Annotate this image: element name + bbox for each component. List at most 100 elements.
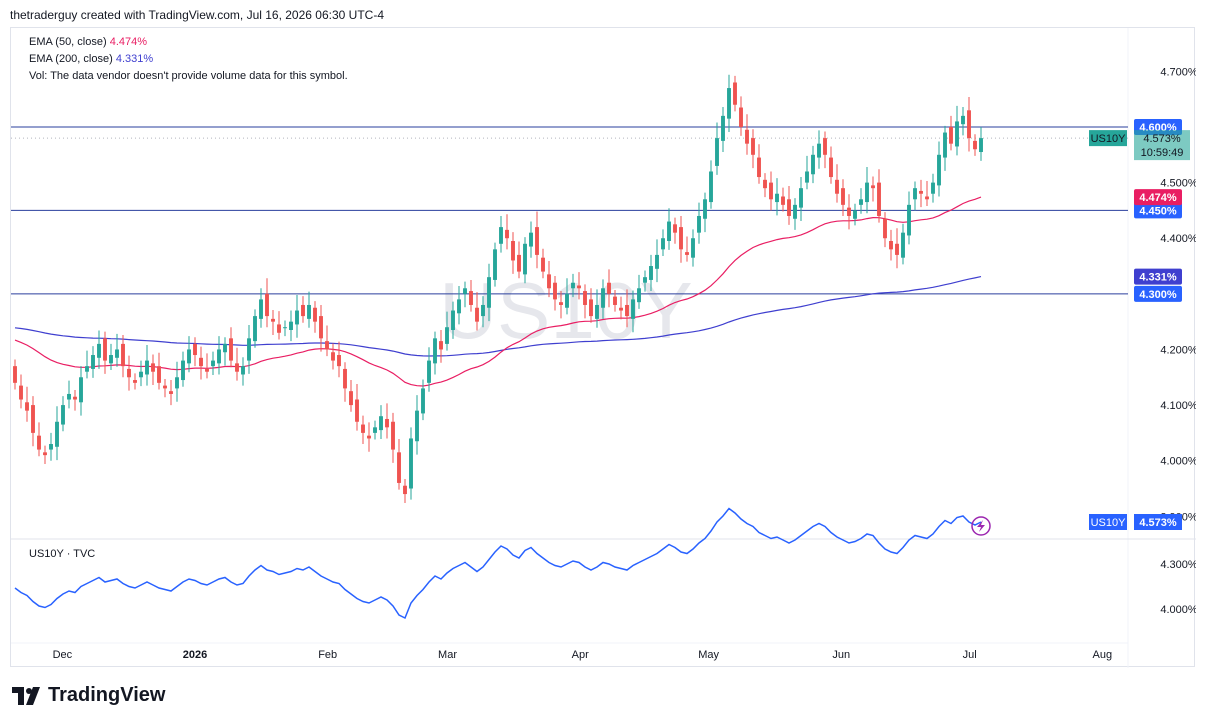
tradingview-logo[interactable]: TradingView	[12, 684, 165, 707]
candle-body	[211, 360, 215, 367]
candle-body	[421, 388, 425, 414]
candle-body	[853, 210, 857, 219]
candle-body	[157, 366, 161, 383]
candle-body	[31, 405, 35, 433]
candle-body	[343, 368, 347, 389]
candle-body	[865, 182, 869, 203]
candle-body	[91, 355, 95, 369]
candle-body	[565, 293, 569, 308]
candle-body	[511, 241, 515, 261]
time-axis[interactable]: Dec 2026 Feb Mar Apr May Jun Jul Aug	[53, 649, 1113, 661]
lightning-icon[interactable]	[971, 516, 991, 536]
candle-body	[445, 327, 449, 344]
candle-body	[505, 229, 509, 239]
lower-pane-legend[interactable]: US10Y · TVC	[29, 548, 95, 560]
candle-body	[931, 182, 935, 194]
candle-body	[289, 321, 293, 330]
chart-frame[interactable]: US10Y 4.700% 4.500% 4.400% 4.200% 4.100% 4.00…	[10, 27, 1196, 668]
candle-body	[463, 288, 467, 294]
lower-pane-line	[14, 507, 982, 620]
candle-body	[859, 199, 863, 205]
candle-body	[637, 288, 641, 303]
candle-body	[379, 416, 383, 431]
candle-body	[61, 405, 65, 425]
candle-body	[43, 452, 47, 456]
candle-body	[487, 277, 491, 308]
candle-body	[535, 227, 539, 255]
chart-author-header: thetraderguy created with TradingView.co…	[10, 8, 384, 22]
candle-body	[235, 363, 239, 372]
candle-body	[121, 343, 125, 367]
candle-body	[163, 385, 167, 389]
candle-body	[97, 343, 101, 358]
candle-body	[187, 349, 191, 364]
candle-body	[847, 207, 851, 216]
time-axis-label: May	[698, 649, 719, 661]
candle-body	[889, 241, 893, 250]
candle-body	[703, 199, 707, 219]
candle-body	[433, 338, 437, 364]
ema50-legend-value: 4.474%	[109, 36, 148, 48]
candle-body	[181, 360, 185, 381]
candle-body	[439, 341, 443, 350]
candle-body	[967, 110, 971, 139]
candle-body	[355, 399, 359, 422]
candle-body	[547, 274, 551, 289]
ema200-legend-value: 4.331%	[115, 53, 154, 65]
price-axis-tick-label: 4.200%	[1160, 344, 1196, 356]
candle-body	[361, 424, 365, 433]
level-tag-bg	[1134, 202, 1182, 219]
candle-body	[805, 171, 809, 183]
price-axis-tick-label: 4.700%	[1160, 66, 1196, 78]
candle-body	[247, 338, 251, 361]
candle-body	[241, 366, 245, 375]
candle-body	[253, 316, 257, 342]
ema50-legend[interactable]: EMA (50, close) 4.474%	[29, 36, 147, 48]
candle-body	[475, 307, 479, 322]
lower-pane-tick-label: 4.000%	[1160, 604, 1196, 616]
candle-body	[73, 396, 77, 400]
tradingview-logo-icon	[12, 686, 40, 705]
time-axis-label: Mar	[438, 649, 457, 661]
candle-body	[307, 304, 311, 319]
candle-body	[403, 485, 407, 495]
ema50-line	[14, 196, 982, 387]
main-chart-svg[interactable]: US10Y 4.700% 4.500% 4.400% 4.200% 4.100% 4.00…	[11, 28, 1196, 668]
candle-body	[139, 371, 143, 378]
horizontal-levels[interactable]	[11, 126, 1128, 295]
candle-body	[961, 115, 965, 125]
candle-body	[643, 277, 647, 283]
current-price-tag-value: 4.573%	[1143, 133, 1181, 145]
ema200-legend[interactable]: EMA (200, close) 4.331%	[29, 53, 153, 65]
candle-body	[373, 427, 377, 433]
candle-body	[913, 188, 917, 200]
current-symbol-tag-bg	[1089, 130, 1127, 147]
level-tag-label: 4.300%	[1139, 289, 1177, 301]
candle-body	[571, 282, 575, 289]
candle-body	[811, 154, 815, 175]
candle-body	[661, 238, 665, 250]
candle-body	[415, 410, 419, 442]
candle-body	[193, 343, 197, 356]
ema-tag-bg	[1134, 189, 1182, 206]
candle-body	[115, 349, 119, 358]
ema50-path	[14, 196, 982, 387]
candle-body	[319, 316, 323, 339]
candle-body	[841, 188, 845, 205]
candle-body	[799, 188, 803, 208]
candle-body	[787, 199, 791, 216]
candle-body	[559, 302, 563, 305]
candle-body	[757, 157, 761, 178]
candle-body	[529, 232, 533, 247]
candle-body	[589, 299, 593, 317]
candle-body	[727, 88, 731, 119]
candle-body	[907, 204, 911, 236]
candle-body	[925, 196, 929, 200]
ema-tag-label: 4.474%	[1139, 192, 1177, 204]
ema200-line	[14, 276, 982, 357]
candle-body	[427, 360, 431, 383]
candle-body	[283, 327, 287, 329]
candle-body	[883, 218, 887, 239]
candle-body	[739, 107, 743, 127]
candle-body	[835, 179, 839, 194]
